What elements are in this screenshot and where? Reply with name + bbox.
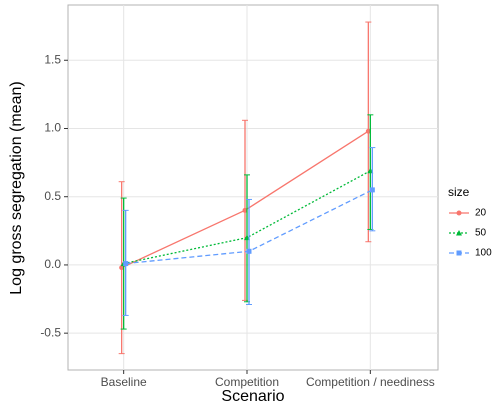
legend-label: 100 [475, 248, 492, 259]
legend-key-marker [456, 230, 462, 236]
x-tick-label: Baseline [101, 375, 147, 389]
legend-key-marker [456, 250, 462, 256]
data-point [369, 187, 375, 193]
x-axis-title: Scenario [221, 388, 284, 405]
legend-key-marker [456, 210, 462, 216]
x-tick-label: Competition [215, 375, 279, 389]
data-point [119, 265, 125, 271]
y-axis-title: Log gross segregation (mean) [8, 81, 25, 294]
data-point [246, 248, 252, 254]
x-tick-label: Competition / neediness [306, 375, 435, 389]
data-point [123, 261, 129, 267]
panel [67, 4, 439, 371]
y-tick-label: 1.0 [44, 121, 61, 135]
y-tick-label: 0.5 [44, 189, 61, 203]
data-point [365, 128, 371, 134]
y-tick-label: 1.5 [44, 52, 61, 66]
legend-label: 50 [475, 228, 487, 239]
legend-title: size [448, 185, 470, 199]
data-point [242, 207, 248, 213]
y-tick-label: -0.5 [40, 325, 61, 339]
legend-label: 20 [475, 208, 487, 219]
y-tick-label: 0.0 [44, 257, 61, 271]
